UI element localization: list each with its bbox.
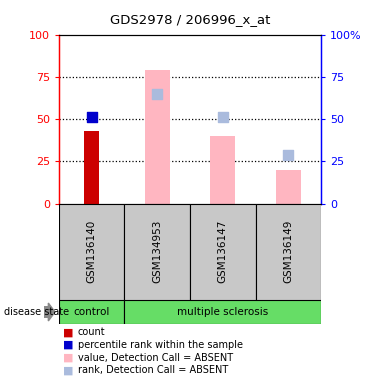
Point — [285, 151, 291, 157]
FancyArrow shape — [44, 303, 55, 321]
Text: GSM136149: GSM136149 — [283, 220, 293, 283]
Bar — [276, 170, 301, 204]
Text: rank, Detection Call = ABSENT: rank, Detection Call = ABSENT — [78, 365, 228, 375]
Bar — [255, 204, 321, 300]
Text: GSM136140: GSM136140 — [87, 220, 97, 283]
Bar — [59, 300, 124, 324]
Point — [89, 114, 95, 121]
Bar — [124, 204, 190, 300]
Bar — [59, 204, 124, 300]
Text: control: control — [73, 307, 110, 317]
Bar — [145, 70, 170, 204]
Text: value, Detection Call = ABSENT: value, Detection Call = ABSENT — [78, 353, 233, 362]
Bar — [210, 136, 235, 204]
Bar — [190, 204, 255, 300]
Point — [154, 91, 160, 97]
Text: multiple sclerosis: multiple sclerosis — [177, 307, 268, 317]
Bar — [124, 300, 321, 324]
Text: disease state: disease state — [4, 307, 69, 317]
Text: ■: ■ — [63, 353, 73, 362]
Text: percentile rank within the sample: percentile rank within the sample — [78, 340, 243, 350]
Text: ■: ■ — [63, 327, 73, 337]
Bar — [84, 131, 99, 204]
Text: ■: ■ — [63, 365, 73, 375]
Point — [220, 114, 226, 121]
Text: GSM136147: GSM136147 — [218, 220, 228, 283]
Text: GDS2978 / 206996_x_at: GDS2978 / 206996_x_at — [110, 13, 270, 26]
Text: count: count — [78, 327, 106, 337]
Text: GSM134953: GSM134953 — [152, 220, 162, 283]
Text: ■: ■ — [63, 340, 73, 350]
